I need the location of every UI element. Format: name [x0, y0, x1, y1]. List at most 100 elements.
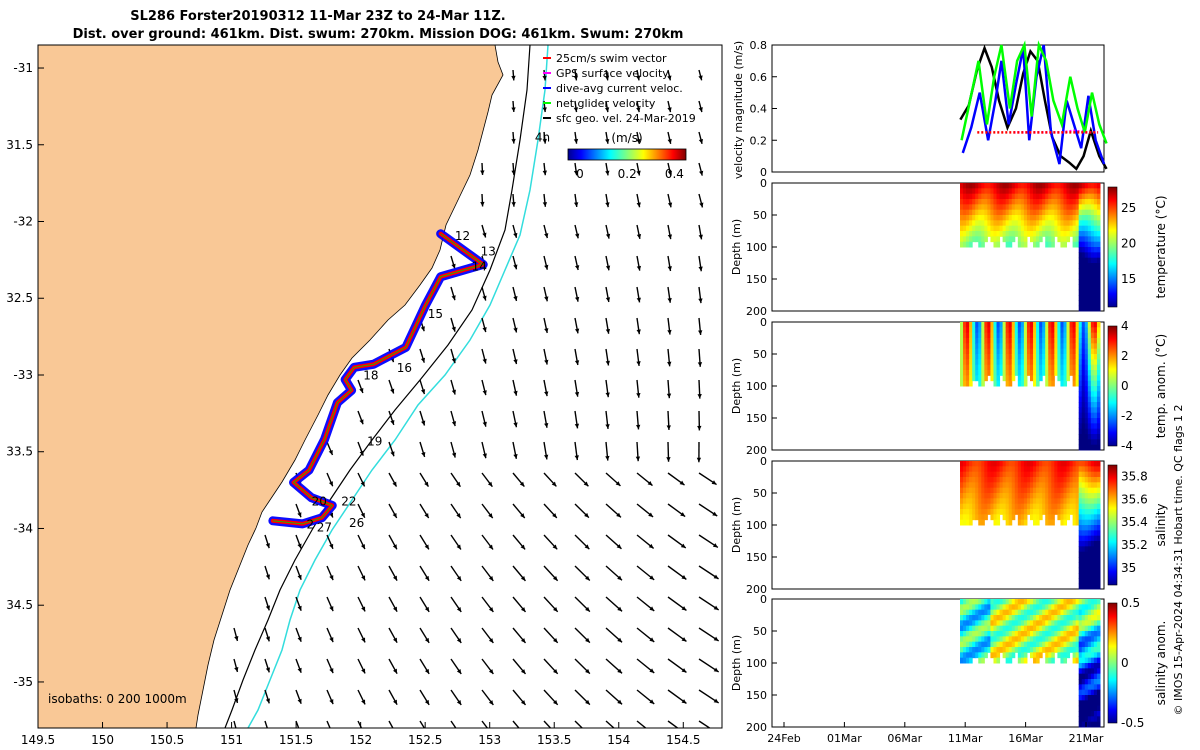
section-cell: [1096, 300, 1101, 307]
section-cell: [1036, 604, 1040, 611]
velocity-arrowhead: [585, 731, 590, 736]
section-cell: [1011, 236, 1016, 243]
section-cell: [1081, 668, 1086, 675]
velocity-arrowhead: [544, 328, 549, 333]
section-cell: [1090, 402, 1095, 408]
section-cell: [1060, 354, 1064, 360]
time-x-tick-label: 16Mar: [1008, 732, 1043, 745]
section-cell: [1081, 625, 1086, 632]
section-cell: [1008, 359, 1013, 366]
section-cell: [1030, 631, 1034, 637]
section-cell: [1096, 546, 1101, 553]
section-cell: [1048, 354, 1052, 360]
section-cell: [1020, 471, 1025, 478]
section-cell: [1093, 343, 1098, 350]
section-cell: [969, 225, 973, 232]
section-cell: [1048, 609, 1052, 616]
section-cell: [1017, 188, 1022, 195]
section-cell: [1017, 477, 1022, 483]
section-cell: [1057, 514, 1061, 521]
section-cell: [1066, 209, 1071, 216]
section-cell: [960, 354, 964, 360]
velocity-arrowhead: [636, 329, 641, 335]
section-cell: [984, 348, 988, 355]
section-cell: [1036, 348, 1040, 355]
section-cell: [1026, 354, 1031, 360]
section-cell: [1057, 322, 1061, 328]
section-cell: [993, 327, 998, 334]
section-cell: [1081, 557, 1086, 563]
section-cell: [1069, 327, 1074, 334]
section-cell: [1011, 514, 1016, 521]
section-cell: [981, 338, 985, 344]
section-cell: [969, 609, 973, 616]
section-cell: [1008, 380, 1013, 387]
section-cell: [1093, 514, 1098, 521]
section-cell: [1072, 354, 1077, 360]
section-cell: [1081, 215, 1086, 221]
section-cell: [1093, 578, 1098, 585]
section-cell: [1036, 231, 1040, 237]
section-cell: [1002, 604, 1007, 611]
section-cell: [1087, 609, 1092, 616]
section-cell: [1057, 477, 1061, 483]
section-cell: [1093, 268, 1098, 275]
section-cell: [1081, 636, 1086, 643]
section-cell: [969, 493, 973, 499]
section-cell: [1060, 322, 1064, 328]
section-cell: [1023, 354, 1028, 360]
section-cell: [969, 487, 973, 494]
section-cell: [1060, 204, 1064, 211]
velocity-arrowhead: [265, 698, 270, 704]
section-cell: [1090, 705, 1095, 712]
section-cell: [984, 636, 988, 643]
track-day-label: 18: [363, 369, 378, 383]
section-cell: [999, 631, 1004, 637]
section-cell: [1096, 412, 1101, 419]
section-cell: [1096, 183, 1101, 189]
section-cell: [1084, 236, 1089, 243]
section-cell: [1039, 631, 1043, 637]
section-cell: [1075, 322, 1080, 328]
section-cell: [1078, 407, 1083, 414]
section-cell: [1020, 482, 1025, 489]
section-cell: [1066, 625, 1071, 632]
velocity-arrowhead: [649, 699, 655, 704]
section-cell: [1005, 641, 1010, 648]
section-cell: [1051, 364, 1055, 371]
section-cell: [981, 370, 985, 376]
section-cell: [969, 652, 973, 659]
velocity-arrowhead: [542, 107, 547, 113]
section-cell: [1096, 609, 1101, 616]
section-cell: [972, 220, 976, 227]
section-cell: [1026, 509, 1031, 515]
section-cell: [972, 493, 976, 499]
velocity-arrowhead: [390, 419, 395, 425]
section-cell: [1057, 225, 1061, 232]
section-cell: [1084, 609, 1089, 616]
section-colorbar-label: temp. anom. (°C): [1154, 334, 1168, 438]
section-cell: [993, 482, 998, 489]
section-cell: [966, 348, 970, 355]
section-cell: [1096, 231, 1101, 237]
section-cell: [1017, 209, 1022, 216]
section-cell: [1060, 609, 1064, 616]
section-cell: [1011, 631, 1016, 637]
section-cell: [1081, 396, 1086, 403]
section-cell: [987, 199, 991, 205]
section-cell: [1072, 380, 1077, 387]
velocity-arrowhead: [451, 326, 456, 332]
section-cell: [1011, 332, 1016, 339]
velocity-arrowhead: [390, 451, 395, 457]
section-cell: [1048, 215, 1052, 221]
section-cell: [1045, 327, 1049, 334]
section-cell: [972, 209, 976, 216]
velocity-arrow: [574, 720, 584, 728]
section-cell: [1023, 327, 1028, 334]
section-cell: [1081, 204, 1086, 211]
section-cell: [1023, 641, 1028, 648]
section-cell: [990, 236, 994, 243]
section-cell: [1072, 514, 1077, 521]
section-cell: [1090, 439, 1095, 446]
section-cell: [1084, 273, 1089, 280]
